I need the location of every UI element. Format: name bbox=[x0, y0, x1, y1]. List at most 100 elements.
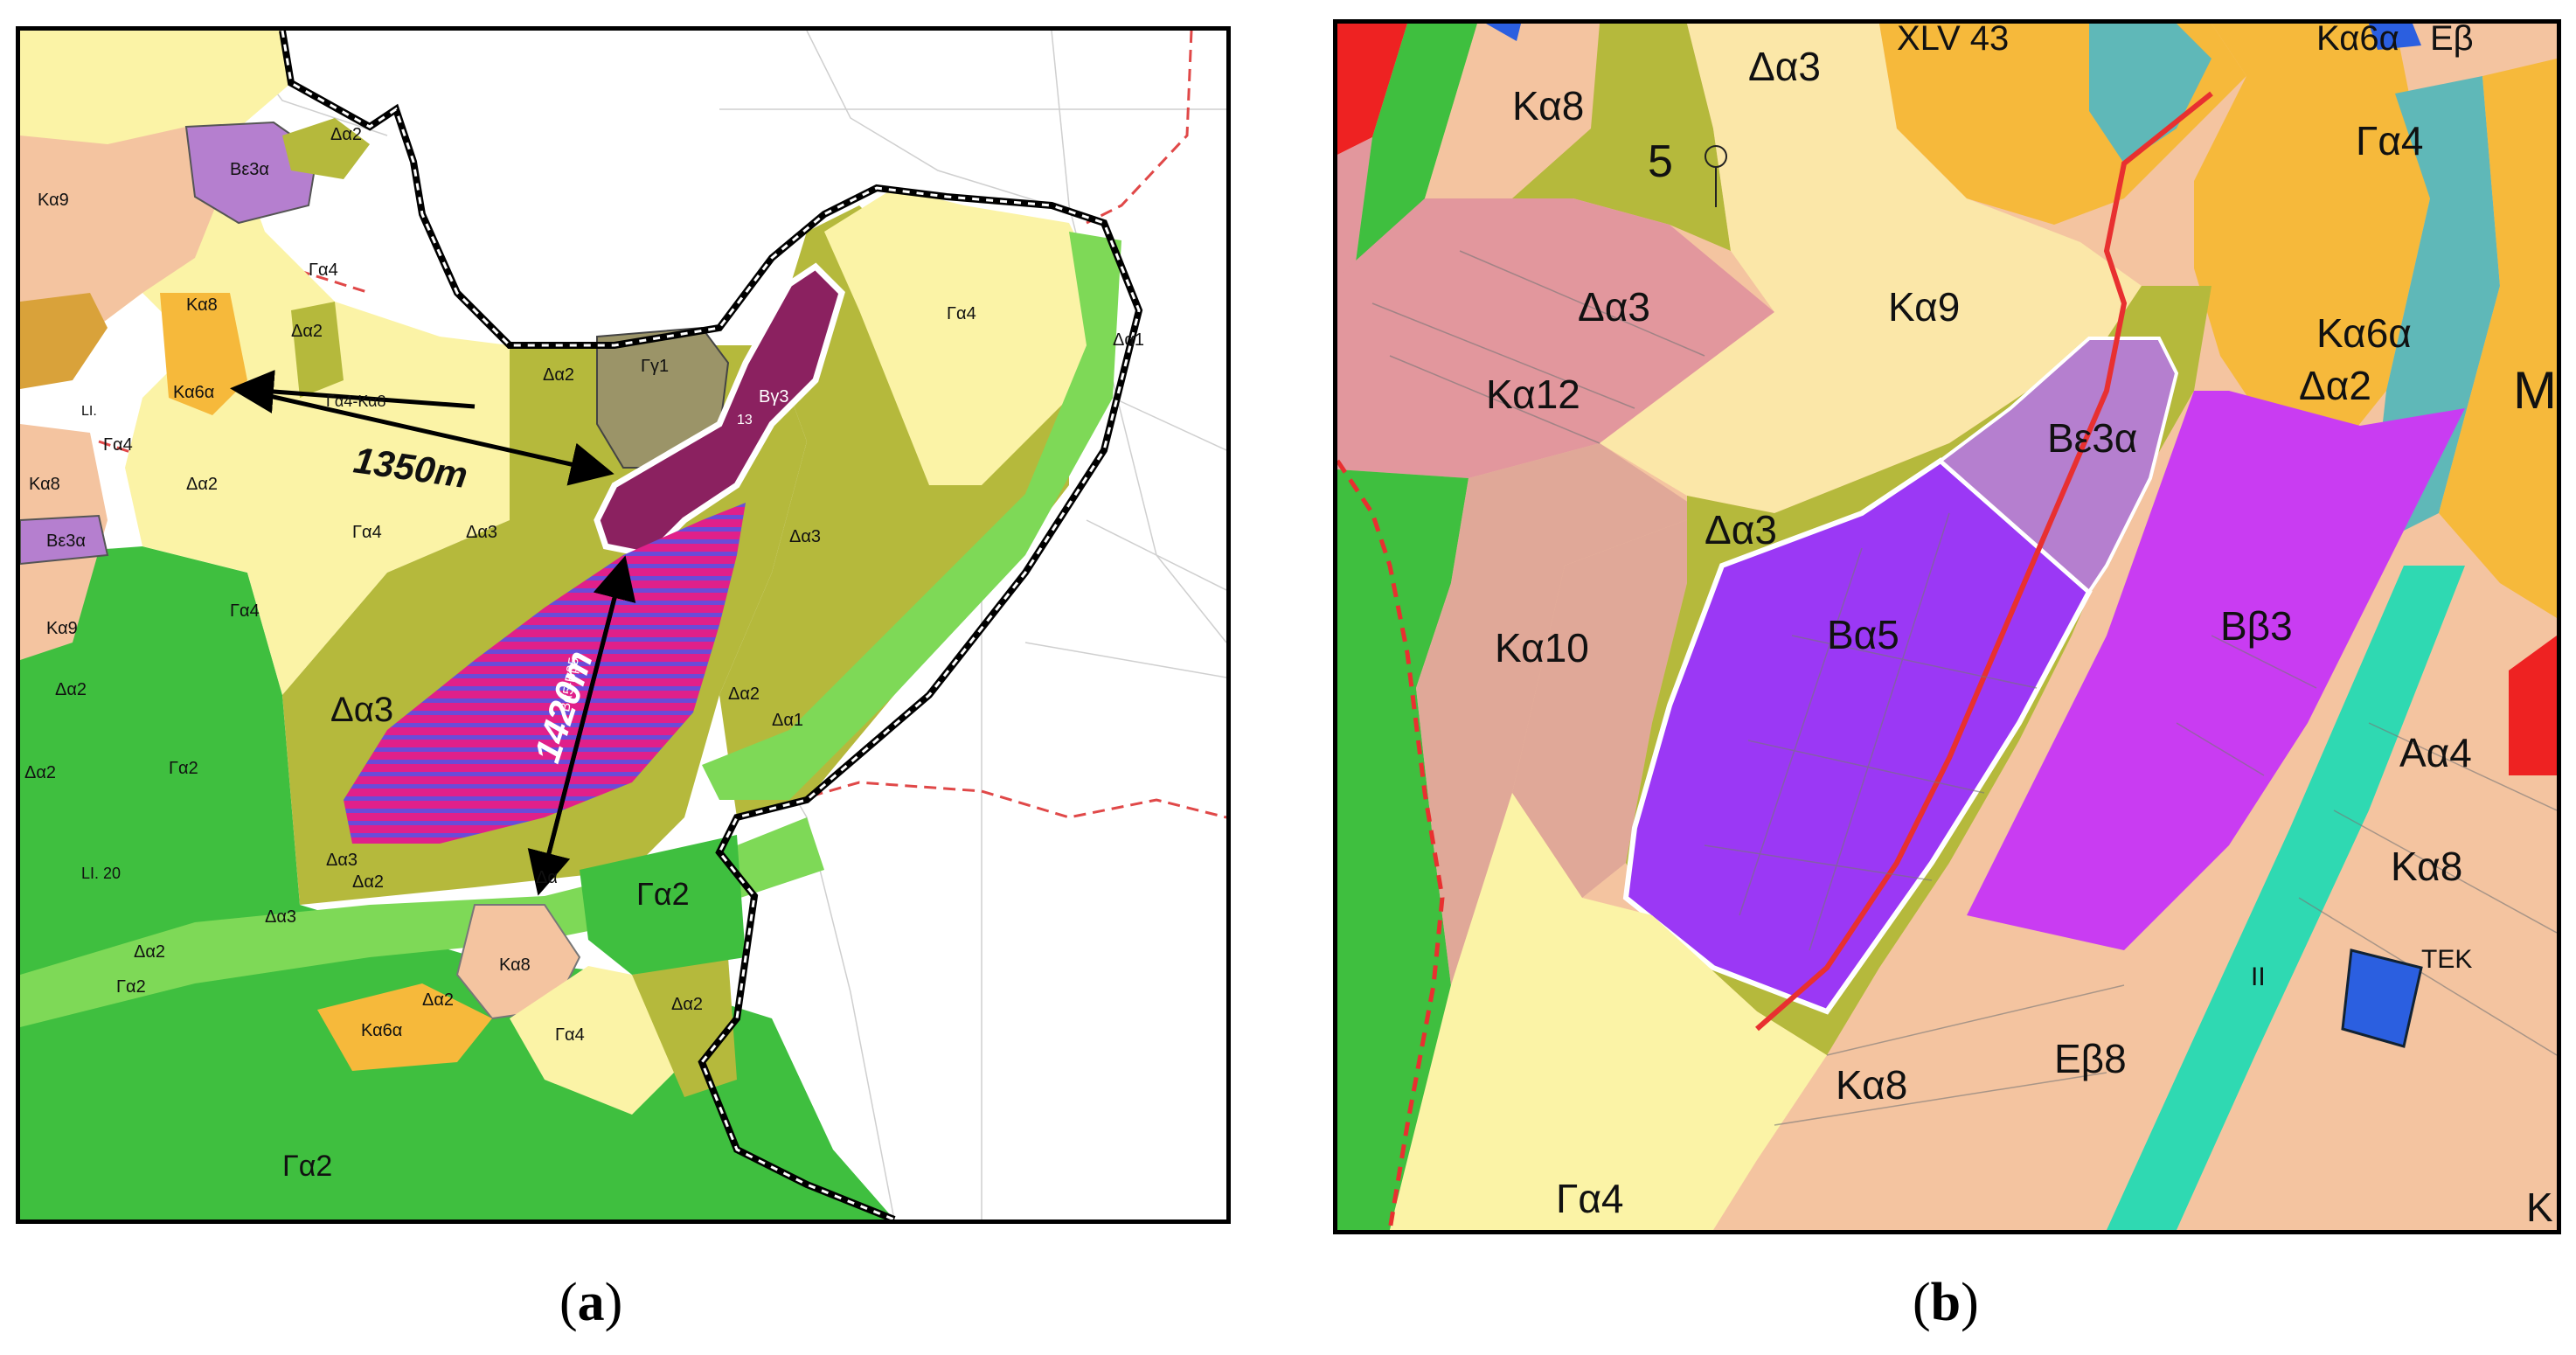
zone-orange-left bbox=[20, 293, 108, 389]
label-da3-top: Δα3 bbox=[1748, 44, 1821, 89]
zoning-map-b: Κα8 Δα3 5 XLV 43 Κα6α Εβ Γα4 Δα3 Κα9 Κα1… bbox=[1337, 24, 2557, 1230]
zone-blue-top bbox=[2369, 24, 2421, 50]
zone-ga2-green-right bbox=[580, 835, 746, 975]
label-vb3: Ββ3 bbox=[2220, 603, 2293, 649]
label-da3-band: Δα3 bbox=[1705, 507, 1777, 552]
label-da1-right: Δα1 bbox=[1113, 330, 1144, 350]
arrow-1350-left bbox=[230, 370, 476, 413]
label-da2-low: Δα2 bbox=[55, 680, 87, 699]
label-li20: LI. 20 bbox=[81, 865, 121, 882]
zone-labels-b: Κα8 Δα3 5 XLV 43 Κα6α Εβ Γα4 Δα3 Κα9 Κα1… bbox=[1486, 24, 2557, 1230]
label-da1-rlow: Δα1 bbox=[772, 711, 803, 730]
zone-ga4-yellow-low bbox=[510, 966, 684, 1115]
label-ga4-bottom: Γα4 bbox=[1556, 1176, 1624, 1221]
label-da3-mid: Δα3 bbox=[466, 523, 497, 542]
label-ka8-top: Κα8 bbox=[1512, 83, 1584, 129]
zone-pink-edge bbox=[1337, 137, 1372, 277]
zone-ve3a-purple-top bbox=[184, 121, 319, 225]
zone-da2-olive-topleft bbox=[282, 118, 370, 179]
label-va5: Βα5 bbox=[1827, 612, 1899, 657]
zone-va5-purple bbox=[1622, 457, 2093, 1015]
label-li1: LI. bbox=[81, 404, 97, 419]
zone-ka6a-orange bbox=[160, 293, 247, 415]
label-da2-left: Δα2 bbox=[186, 475, 218, 494]
zone-da1-bright-green bbox=[702, 232, 1121, 800]
label-ga4-ka8: Γα4-Κα8 bbox=[326, 393, 386, 410]
zone-da2-olive-low bbox=[632, 957, 737, 1097]
label-ka8-left: Κα8 bbox=[186, 295, 218, 315]
label-ka6a-left: Κα6α bbox=[173, 383, 214, 402]
zone-blue-topleft bbox=[1486, 24, 1521, 41]
label-ve3a-top: Βε3α bbox=[230, 160, 269, 179]
zone-ve3a-purple-left bbox=[20, 514, 109, 566]
label-m-edge: Μ bbox=[2513, 361, 2557, 420]
label-da-small: Δα bbox=[536, 868, 558, 887]
label-da2-low1: Δα2 bbox=[352, 872, 384, 892]
zone-ga4-yellow-bottom bbox=[1390, 793, 1827, 1230]
label-da2-low2: Δα2 bbox=[134, 942, 165, 962]
label-aa4: Αα4 bbox=[2399, 730, 2472, 775]
label-gg1: Γγ1 bbox=[641, 357, 669, 376]
river-red-line bbox=[1755, 91, 2213, 1032]
label-ga2-bottom: Γα2 bbox=[282, 1150, 332, 1183]
label-ka8-far: Κα8 bbox=[29, 475, 60, 494]
study-area-boundary bbox=[279, 31, 1143, 1220]
zone-eb8-cyan bbox=[2107, 566, 2465, 1230]
zone-ka6a-orange-right bbox=[2194, 24, 2430, 443]
label-zone13: 13 bbox=[737, 413, 753, 427]
zone-ka9-yellow bbox=[1600, 24, 2142, 513]
parcel-lines-b bbox=[1371, 250, 2557, 1126]
zone-vb3-magenta bbox=[1967, 391, 2465, 950]
label-da2-center: Δα2 bbox=[543, 365, 574, 385]
zone-green-strip-top bbox=[1355, 24, 1477, 286]
park-flower-icon bbox=[1705, 145, 1727, 207]
label-ka8-bottom: Κα8 bbox=[1836, 1062, 1907, 1108]
label-ga4-mid: Γα4 bbox=[352, 523, 382, 542]
zone-da2-olive-midleft bbox=[291, 302, 344, 398]
label-ka9-low: Κα9 bbox=[46, 619, 78, 638]
label-five: 5 bbox=[1648, 136, 1673, 187]
label-eb8: Εβ8 bbox=[2054, 1036, 2127, 1081]
label-ka9: Κα9 bbox=[1888, 284, 1960, 330]
caption-b-letter: b bbox=[1930, 1273, 1962, 1332]
red-dashed-boundary-b bbox=[1337, 459, 1445, 1230]
zone-orange-far-right bbox=[2439, 59, 2557, 618]
zone-ka6a-orange-low bbox=[317, 983, 492, 1071]
label-ve3a: Βε3α bbox=[2047, 415, 2137, 461]
label-ga2-low: Γα2 bbox=[116, 977, 146, 997]
label-da2-mid: Δα2 bbox=[291, 322, 323, 341]
label-ka8-low: Κα8 bbox=[499, 955, 531, 975]
zone-ka10 bbox=[1416, 443, 1705, 985]
label-ev: Εβ bbox=[2430, 24, 2474, 58]
label-da3-low2: Δα3 bbox=[265, 907, 296, 927]
label-da2-right: Δα2 bbox=[671, 995, 703, 1014]
zone-da3-olive-top bbox=[1512, 24, 1731, 251]
zone-red-right bbox=[2509, 636, 2557, 775]
label-ka6a-top: Κα6α bbox=[2316, 24, 2399, 58]
caption-a: (a) bbox=[559, 1273, 623, 1332]
label-roman2: II bbox=[2251, 962, 2266, 991]
zone-labels-a: Βε3α Δα2 Κα9 Κα8 Γα4 Δα2 Κα6α Γα4-Κα8 LI… bbox=[24, 125, 1144, 1183]
label-tek: ΤΕΚ bbox=[2421, 945, 2472, 974]
label-ka6a-right: Κα6α bbox=[2316, 310, 2412, 356]
map-panel-a: 1350m 1420m Βε3α Δα2 Κα9 Κα8 Γα4 Δα2 Κα6… bbox=[16, 26, 1231, 1224]
zone-tek-blue bbox=[2341, 948, 2423, 1048]
label-ka10: Κα10 bbox=[1495, 625, 1589, 671]
label-ga4-left: Γα4 bbox=[103, 435, 133, 455]
zone-ka8-top bbox=[1425, 24, 1600, 198]
label-da3-big: Δα3 bbox=[330, 691, 393, 729]
arrow-1420-up bbox=[538, 555, 636, 888]
label-ka9: Κα9 bbox=[38, 191, 69, 210]
label-xlv43: XLV 43 bbox=[1897, 24, 2009, 58]
label-ga4-top: Γα4 bbox=[309, 261, 338, 280]
zone-ka12-pink bbox=[1337, 198, 1774, 478]
river-band-green bbox=[20, 817, 824, 1027]
label-ga4-top: Γα4 bbox=[2356, 118, 2424, 163]
label-ka6a-low: Κα6α bbox=[361, 1021, 402, 1040]
label-vg3: Βγ3 bbox=[759, 387, 788, 406]
label-ve3a-left: Βε3α bbox=[46, 532, 86, 551]
caption-a-letter: a bbox=[577, 1273, 605, 1332]
label-da2-edge: Δα2 bbox=[24, 763, 56, 782]
zone-red-topleft bbox=[1337, 24, 1407, 155]
label-k-edge: Κ bbox=[2526, 1185, 2553, 1230]
